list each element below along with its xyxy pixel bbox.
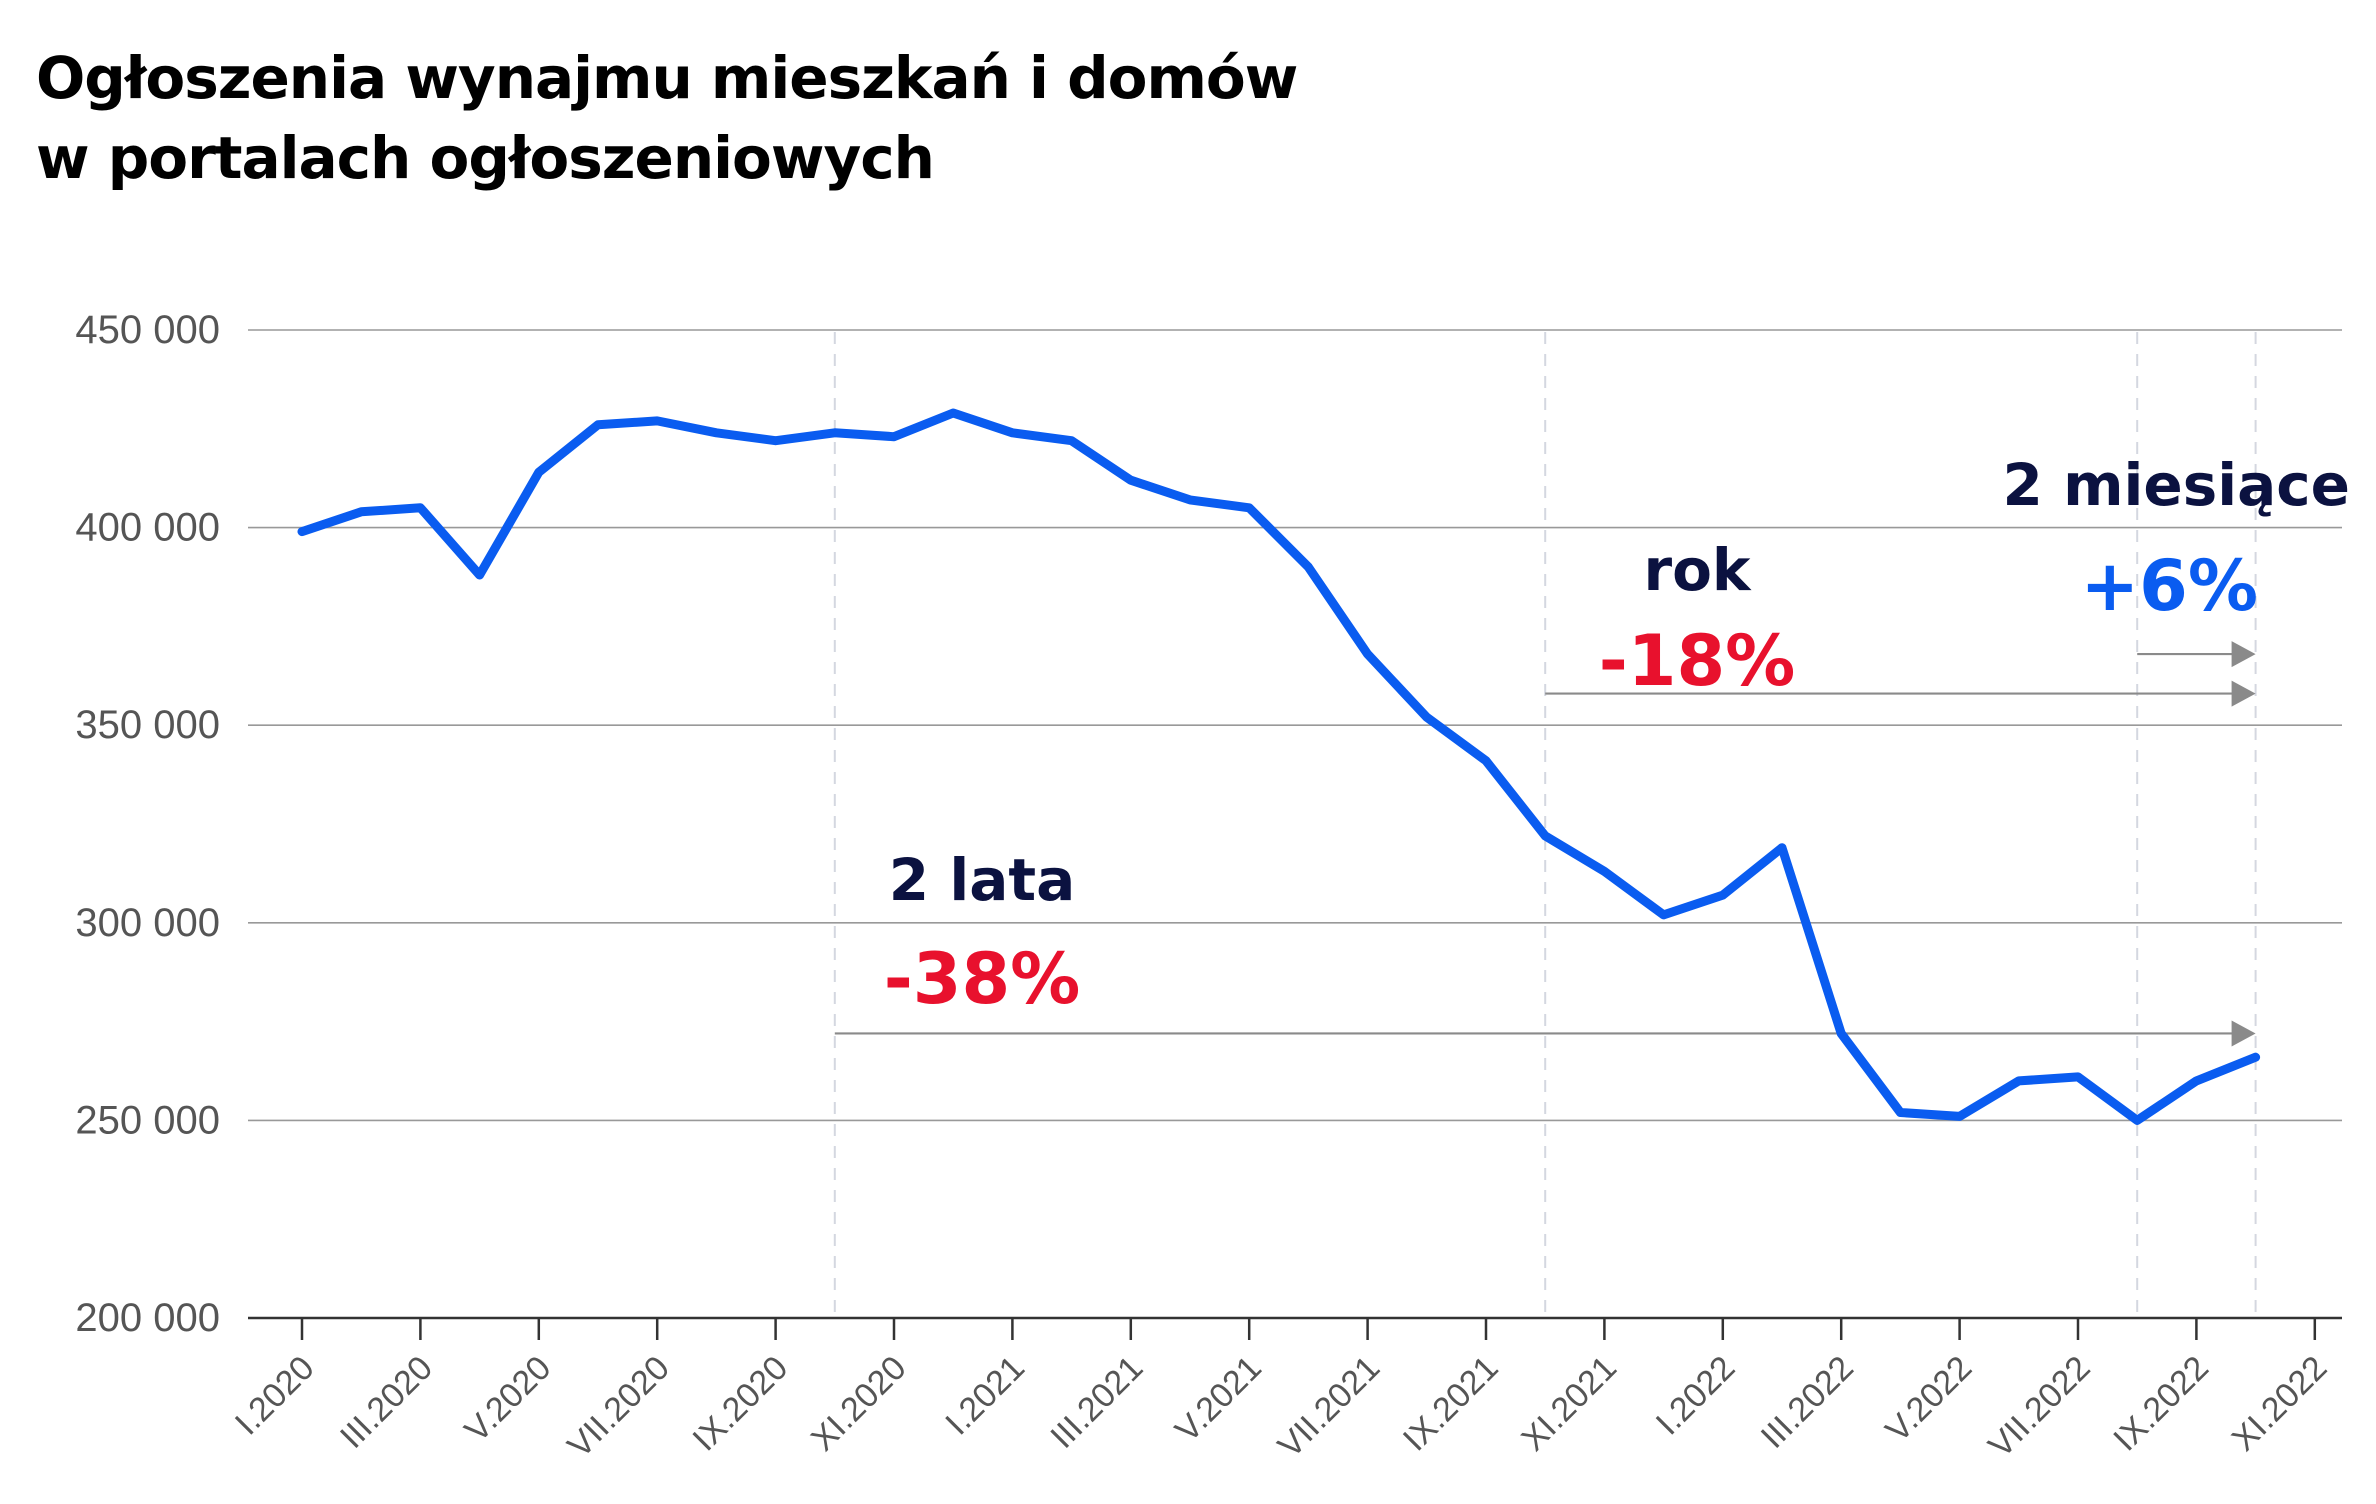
chart-title: Ogłoszenia wynajmu mieszkań i domów w po… [36, 38, 1636, 198]
x-tick-label: III.2021 [1043, 1349, 1150, 1456]
chart-title-line-1: Ogłoszenia wynajmu mieszkań i domów [36, 44, 1298, 112]
x-tick-label: I.2021 [938, 1349, 1032, 1443]
annotation-value: +6% [2081, 545, 2259, 627]
y-tick-label: 400 000 [75, 506, 220, 550]
x-tick-label: VII.2022 [1981, 1349, 2097, 1465]
x-tick-label: V.2020 [458, 1349, 559, 1450]
x-tick-label: IX.2022 [2106, 1349, 2216, 1459]
x-tick-label: IX.2021 [1396, 1349, 1506, 1459]
change-arrow [834, 1020, 2256, 1047]
series-line [297, 408, 2261, 1125]
x-tick-label: VII.2021 [1271, 1349, 1387, 1465]
change-annotations: 2 lata -38% rok -18% 2 miesiące +6% [884, 451, 2350, 1020]
annotation-label: 2 miesiące [2003, 451, 2350, 519]
x-tick-label: V.2022 [1878, 1349, 1979, 1450]
y-tick-label: 200 000 [75, 1296, 220, 1340]
x-tick-label: III.2022 [1754, 1349, 1861, 1456]
x-tick-label: XI.2020 [804, 1349, 914, 1459]
reference-lines [833, 332, 2257, 1318]
annotation-value: -18% [1599, 620, 1796, 702]
x-tick-label: V.2021 [1168, 1349, 1269, 1450]
y-tick-label: 300 000 [75, 901, 220, 945]
x-axis: I.2020 III.2020 V.2020 VII.2020 IX.2020 XI.20… [228, 1318, 2335, 1465]
annotation-1: 2 lata -38% [884, 846, 1081, 1020]
x-tick-label: VII.2020 [560, 1349, 676, 1465]
change-arrows [834, 641, 2256, 1047]
change-arrow [2137, 641, 2256, 668]
y-tick-label: 450 000 [75, 308, 220, 352]
x-tick-label: III.2020 [333, 1349, 440, 1456]
x-tick-label: XI.2022 [2225, 1349, 2335, 1459]
y-axis-ticks: 200 000 250 000 300 000 350 000 400 000 450 0… [75, 308, 220, 1340]
series [297, 408, 2261, 1125]
change-arrow [1545, 680, 2256, 707]
x-tick-label: IX.2020 [686, 1349, 796, 1459]
y-tick-label: 250 000 [75, 1098, 220, 1142]
annotation-2: rok -18% [1599, 536, 1796, 702]
chart-title-line-2: w portalach ogłoszeniowych [36, 124, 935, 192]
annotation-label: 2 lata [889, 846, 1075, 914]
x-tick-label: XI.2021 [1514, 1349, 1624, 1459]
annotation-value: -38% [884, 938, 1081, 1020]
x-tick-label: I.2020 [228, 1349, 322, 1443]
grid-lines [248, 329, 2342, 1320]
annotation-label: rok [1643, 536, 1751, 604]
y-tick-label: 350 000 [75, 703, 220, 747]
annotation-3: 2 miesiące +6% [2003, 451, 2350, 627]
x-tick-label: I.2022 [1649, 1349, 1743, 1443]
